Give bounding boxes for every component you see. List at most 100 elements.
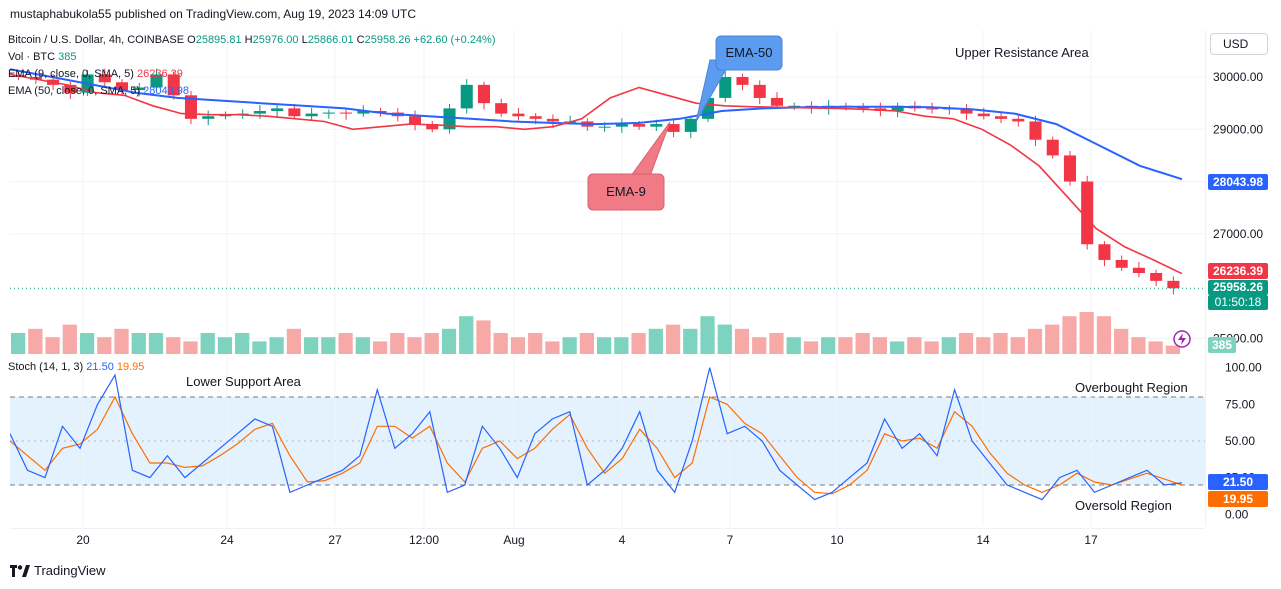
candle-body <box>1115 259 1128 268</box>
candle-body <box>926 108 939 110</box>
stoch-d-tag: 19.95 <box>1208 491 1268 507</box>
stoch-k-line <box>9 367 1183 501</box>
candle-body <box>684 118 697 132</box>
volume-bar <box>683 328 698 354</box>
candle-body <box>374 111 387 113</box>
ema9-callout-box <box>587 173 665 211</box>
currency-button[interactable]: USD <box>1210 33 1268 55</box>
volume-bar <box>304 337 319 354</box>
volume-value: 385 <box>58 51 77 63</box>
oversold-label: Oversold Region <box>1075 498 1172 513</box>
volume-bar <box>924 341 939 354</box>
volume-bar <box>1096 316 1112 354</box>
stochastic-pane[interactable]: Lower Support Area Overbought Region Overs… <box>9 356 1205 526</box>
candle-body <box>960 108 973 114</box>
lightning-icon <box>1173 330 1191 348</box>
time-tick-label: 14 <box>976 533 990 547</box>
candle-body <box>357 111 370 114</box>
ema50-price-tag: 28043.98 <box>1208 174 1268 190</box>
volume-bar <box>717 324 732 354</box>
open-value: 25895.81 <box>195 34 242 46</box>
time-axis[interactable]: 20 24 27 12:00 Aug 4 7 10 14 17 <box>10 527 1205 554</box>
last-price-tag: 25958.26 <box>1208 280 1268 295</box>
time-tick-label: Aug <box>503 533 524 547</box>
volume-bar <box>545 341 560 354</box>
ema50-label: EMA (50, close, 0, SMA, 5) <box>8 85 141 97</box>
volume-bar <box>769 333 784 354</box>
candle-body <box>598 126 611 128</box>
price-tick-label: 29000.00 <box>1213 122 1263 136</box>
candle-body <box>1132 267 1145 273</box>
candle-body <box>633 124 646 127</box>
volume-legend: Vol · BTC 385 <box>8 51 77 63</box>
volume-bar <box>1148 341 1163 354</box>
volume-bar <box>786 337 801 354</box>
ema9-line <box>9 73 1183 275</box>
ema50-legend: EMA (50, close, 0, SMA, 5) 28043.98 <box>8 85 189 97</box>
volume-bar <box>62 324 77 354</box>
stochastic-chart[interactable]: Lower Support Area Overbought Region Overs… <box>9 356 1205 526</box>
time-tick-label: 27 <box>328 533 342 547</box>
countdown-tag: 01:50:18 <box>1208 295 1268 310</box>
volume-bar <box>424 333 439 354</box>
volume-bar <box>459 316 474 354</box>
time-tick-label: 7 <box>727 533 734 547</box>
candle-body <box>202 116 215 119</box>
candle-body <box>1063 155 1077 182</box>
volume-bar <box>79 333 95 354</box>
footer-brand-label: TradingView <box>34 563 106 578</box>
time-tick-label: 12:00 <box>409 533 439 547</box>
price-chart[interactable]: EMA-50 EMA-9 Upper Resistance Area <box>9 30 1205 354</box>
volume-bar <box>1027 328 1043 354</box>
volume-bar <box>579 333 594 354</box>
candle-body <box>460 84 473 109</box>
candle-body <box>288 108 301 117</box>
ema50-value: 28043.98 <box>143 85 190 97</box>
symbol-legend: Bitcoin / U.S. Dollar, 4h, COINBASE O258… <box>8 34 496 46</box>
candle-body <box>253 111 266 114</box>
lower-support-label: Lower Support Area <box>186 374 302 389</box>
time-tick-label: 17 <box>1084 533 1098 547</box>
open-label: O <box>187 34 196 46</box>
ema50-callout: EMA-50 <box>695 35 783 123</box>
volume-bar <box>1062 316 1077 354</box>
volume-bar <box>390 333 405 354</box>
volume-bar <box>648 328 663 354</box>
price-tick-label: 30000.00 <box>1213 70 1263 84</box>
volume-bar <box>286 328 301 354</box>
volume-bar <box>734 328 750 354</box>
volume-bar <box>1114 328 1129 354</box>
candle-body <box>1081 181 1094 245</box>
volume-bar <box>183 341 198 354</box>
candle-body <box>1150 273 1163 281</box>
footer-brand[interactable]: TradingView <box>10 563 106 578</box>
volume-tag: 385 <box>1208 337 1236 353</box>
low-value: 25866.01 <box>307 34 354 46</box>
candle-body <box>1029 121 1042 140</box>
volume-bar <box>958 333 974 354</box>
volume-bar <box>752 337 767 354</box>
volume-bar <box>45 337 60 354</box>
upper-resistance-label: Upper Resistance Area <box>955 45 1089 60</box>
volume-bar <box>407 337 422 354</box>
candle-body <box>64 84 77 93</box>
volume-bar <box>838 337 853 354</box>
volume-bar <box>890 341 905 354</box>
volume-bar <box>821 337 836 354</box>
time-axis-labels[interactable]: 20 24 27 12:00 Aug 4 7 10 14 17 <box>10 527 1205 554</box>
high-label: H <box>244 34 253 46</box>
candle-body <box>753 84 766 98</box>
stoch-tick-label: 50.00 <box>1225 434 1255 448</box>
volume-bar <box>476 320 491 354</box>
candle-body <box>150 74 163 88</box>
volume-bar <box>700 316 715 354</box>
candle-body <box>529 116 542 119</box>
candle-body <box>994 116 1008 119</box>
ema9-callout: EMA-9 <box>587 121 671 211</box>
price-pane[interactable]: EMA-50 EMA-9 Upper Resistance Area <box>9 30 1205 354</box>
candle-body <box>788 105 801 107</box>
ema9-value: 26236.39 <box>137 68 183 80</box>
low-label: L <box>301 34 308 46</box>
volume-bar <box>597 337 612 354</box>
candle-body <box>891 105 904 111</box>
